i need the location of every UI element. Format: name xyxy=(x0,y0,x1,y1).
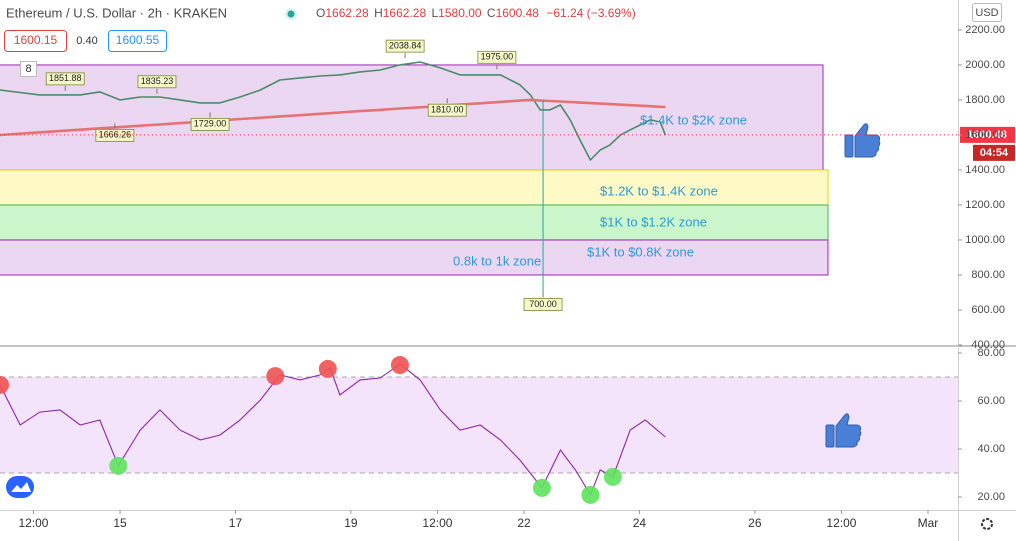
logo-mark xyxy=(11,482,31,492)
price-marker-box xyxy=(477,50,517,64)
price-marker-label: 1835.23 xyxy=(141,76,174,86)
x-tick-label: 15 xyxy=(113,516,127,530)
x-tick-label: 17 xyxy=(229,516,243,530)
price-line xyxy=(0,61,667,161)
y-tick-label: 80.00 xyxy=(977,347,1005,359)
bid-box[interactable] xyxy=(4,30,67,52)
rsi-signal xyxy=(266,367,285,386)
rsi-signal xyxy=(603,467,622,486)
spread: 0.40 xyxy=(76,35,97,47)
zone-label: 0.8k to 1k zone xyxy=(453,253,541,268)
y-tick-label: 40.00 xyxy=(977,443,1005,455)
y-tick-label: 2000.00 xyxy=(965,59,1005,71)
price-marker-box xyxy=(385,39,425,53)
indicator-count-box[interactable] xyxy=(20,61,37,77)
zone-label: $1K to $1.2K zone xyxy=(600,214,707,229)
settings-icon[interactable] xyxy=(981,518,993,530)
rsi-signal xyxy=(581,485,600,504)
change: −61.24 (−3.69%) xyxy=(546,6,635,20)
x-tick-label: 26 xyxy=(748,516,762,530)
price-zone xyxy=(0,239,829,276)
ohlc-key: H xyxy=(374,6,383,20)
ohlc-key: O xyxy=(316,6,325,20)
x-tick-label: Mar xyxy=(918,516,939,530)
status-dot xyxy=(287,10,295,18)
x-tick-label: 24 xyxy=(633,516,647,530)
y-tick-label: 1200.00 xyxy=(965,199,1005,211)
ohlc-value: 1662.28 xyxy=(383,6,427,20)
currency-box[interactable] xyxy=(972,3,1002,22)
y-tick-label: 800.00 xyxy=(971,269,1005,281)
y-tick-label: 2200.00 xyxy=(965,24,1005,36)
price-marker-box xyxy=(523,298,563,311)
rsi-signal xyxy=(318,359,337,378)
price-marker-label: 2038.84 xyxy=(389,41,422,51)
x-tick-label: 12:00 xyxy=(826,516,856,530)
countdown-box xyxy=(973,144,1015,161)
x-tick-label: 22 xyxy=(517,516,531,530)
y-tick-label: 20.00 xyxy=(977,491,1005,503)
zone-label: $1.2K to $1.4K zone xyxy=(600,183,718,198)
logo[interactable] xyxy=(6,476,34,498)
y-tick-label: 60.00 xyxy=(977,395,1005,407)
rsi-signal xyxy=(109,456,128,475)
y-tick-label: 1400.00 xyxy=(965,164,1005,176)
price-zone xyxy=(0,169,829,206)
ohlc: O1662.28 H1662.28 L1580.00 C1600.48 −61.… xyxy=(316,6,636,20)
ohlc-value: 1662.28 xyxy=(325,6,369,20)
price-marker-box xyxy=(190,117,230,131)
y-tick-label: 1000.00 xyxy=(965,234,1005,246)
y-tick-label: 1800.00 xyxy=(965,94,1005,106)
thumbs-up-icon xyxy=(844,123,881,158)
x-tick-label: 12:00 xyxy=(18,516,48,530)
bid: 1600.15 xyxy=(14,33,58,47)
countdown: 04:54 xyxy=(980,147,1009,159)
ohlc-key: L xyxy=(431,6,438,20)
price-zone xyxy=(0,204,829,241)
y-tick-label: 600.00 xyxy=(971,304,1005,316)
price-zone xyxy=(0,64,824,171)
symbol-title: Ethereum / U.S. Dollar · 2h · KRAKEN xyxy=(6,5,227,20)
ohlc-value: 1600.48 xyxy=(496,6,540,20)
price-marker-box xyxy=(427,103,467,117)
price-marker-box xyxy=(137,75,177,89)
price-marker-label: 1666.26 xyxy=(99,130,132,140)
x-tick-label: 19 xyxy=(344,516,358,530)
rsi-signal xyxy=(390,356,409,375)
indicator-count: 8 xyxy=(25,63,31,75)
last-price-label: 1600.48 xyxy=(967,129,1007,141)
ohlc-key: C xyxy=(487,6,496,20)
price-marker-label: 1851.88 xyxy=(49,73,82,83)
ask: 1600.55 xyxy=(116,33,160,47)
ask-box[interactable] xyxy=(108,30,167,52)
rsi-signal xyxy=(0,375,9,394)
currency: USD xyxy=(975,7,998,19)
price-marker-label: 1810.00 xyxy=(431,105,464,115)
price-marker-label: 1975.00 xyxy=(481,52,514,62)
price-marker-label: 700.00 xyxy=(529,299,557,309)
y-tick-label: 1600.00 xyxy=(965,129,1005,141)
price-marker-label: 1729.00 xyxy=(194,119,227,129)
zone-label: $1.4K to $2K zone xyxy=(640,112,747,127)
last-price-box xyxy=(960,126,1015,143)
x-tick-label: 12:00 xyxy=(422,516,452,530)
rsi-signal xyxy=(532,478,551,497)
thumbs-up-icon xyxy=(825,413,862,448)
zone-label: $1K to $0.8K zone xyxy=(587,244,694,259)
y-tick-label: 400.00 xyxy=(971,339,1005,351)
price-marker-box xyxy=(45,72,85,86)
ohlc-value: 1580.00 xyxy=(438,6,482,20)
price-marker-box xyxy=(95,128,135,142)
